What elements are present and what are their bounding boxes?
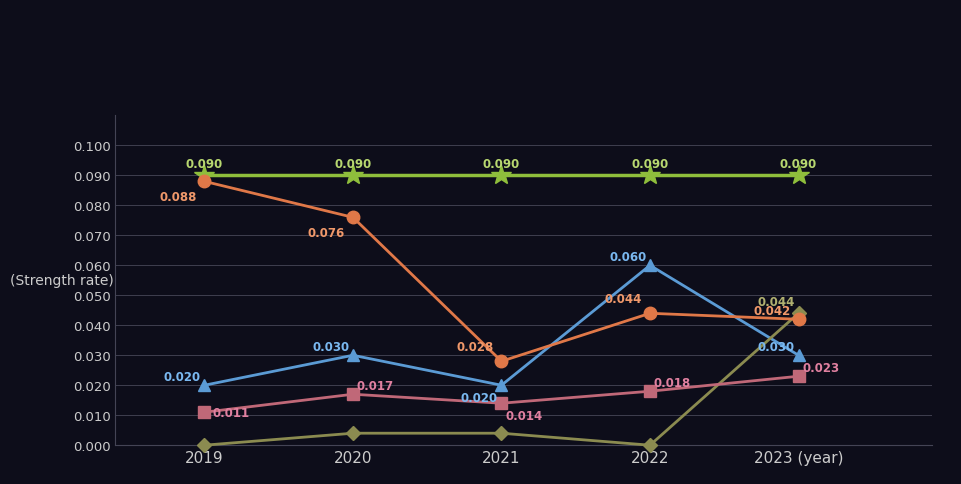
- Text: 0.060: 0.060: [609, 250, 647, 263]
- Text: 0.044: 0.044: [604, 292, 642, 305]
- Text: 0.090: 0.090: [631, 158, 669, 170]
- Text: 0.000: 0.000: [0, 483, 1, 484]
- Text: 0.090: 0.090: [185, 158, 223, 170]
- Text: 0.004: 0.004: [0, 483, 1, 484]
- Text: 0.018: 0.018: [653, 376, 691, 389]
- Text: 0.042: 0.042: [753, 304, 790, 317]
- Text: 0.088: 0.088: [159, 191, 196, 203]
- Text: 0.020: 0.020: [163, 370, 201, 383]
- Text: 0.017: 0.017: [357, 379, 394, 392]
- Text: 0.030: 0.030: [757, 340, 795, 353]
- Text: 0.020: 0.020: [460, 391, 498, 404]
- Text: 0.030: 0.030: [312, 340, 349, 353]
- Text: 0.023: 0.023: [802, 361, 839, 374]
- Text: 0.028: 0.028: [456, 340, 493, 353]
- Text: 0.090: 0.090: [334, 158, 372, 170]
- Text: 0.090: 0.090: [780, 158, 817, 170]
- Text: 0.004: 0.004: [0, 483, 1, 484]
- Text: 0.044: 0.044: [757, 295, 795, 308]
- Text: 0.000: 0.000: [0, 483, 1, 484]
- Text: 0.090: 0.090: [482, 158, 520, 170]
- Text: 0.014: 0.014: [505, 409, 542, 422]
- Text: (Strength rate): (Strength rate): [10, 274, 113, 287]
- Text: 0.076: 0.076: [308, 227, 345, 239]
- Text: 0.011: 0.011: [212, 406, 250, 419]
